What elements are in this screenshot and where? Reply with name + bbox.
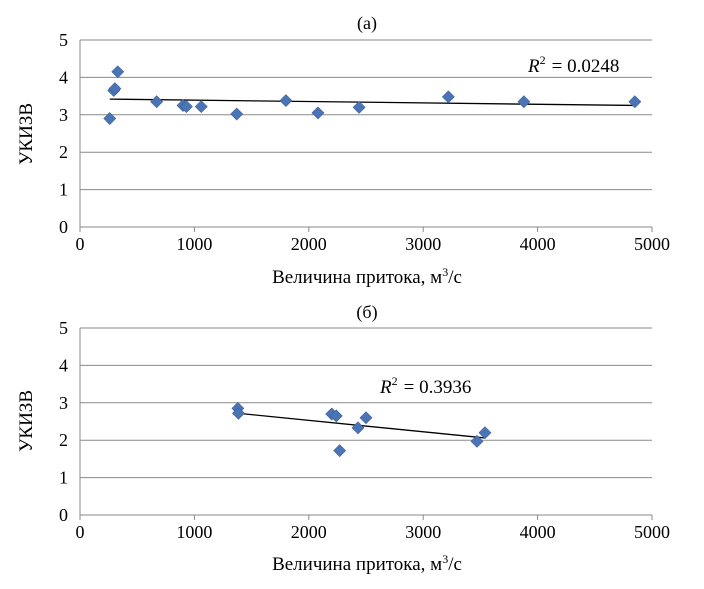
panel-a-x-axis-label: Величина притока, м3/с [272, 265, 462, 288]
panel-a-data-point [352, 100, 366, 114]
panel-b-y-tick-label: 1 [59, 468, 68, 488]
panel-a-data-point [108, 82, 122, 96]
panel-a-x-tick-label: 0 [76, 234, 85, 254]
panel-b-x-tick-label: 2000 [291, 522, 327, 542]
panel-b-data-point [470, 434, 484, 448]
panel-b-data-points [231, 401, 492, 458]
panel-b-x-tick-label: 5000 [634, 522, 670, 542]
panel-a-gridlines [79, 39, 653, 232]
panel-b-data-point [333, 444, 347, 458]
panel-b-gridlines [79, 327, 653, 520]
panel-a-data-point [103, 112, 117, 125]
panel-b-title: (б) [356, 302, 377, 323]
panel-a-y-axis-label: УКИЗВ [16, 103, 37, 165]
panel-a-data-point [230, 107, 244, 121]
panel-a-data-point [441, 90, 455, 104]
panel-a-data-point [111, 65, 125, 79]
panel-b-y-tick-labels: 0 1 2 3 4 5 [59, 318, 68, 525]
panel-b-x-tick-label: 1000 [176, 522, 212, 542]
panel-a-x-tick-label: 1000 [176, 234, 212, 254]
panel-b-data-point [359, 411, 373, 425]
panel-a-trendline [109, 98, 635, 107]
panel-a-data-point [150, 95, 164, 109]
panel-a-x-tick-label: 5000 [634, 234, 670, 254]
panel-a-title: (а) [357, 13, 377, 34]
panel-a-y-tick-label: 3 [59, 105, 68, 125]
panel-b-y-tick-label: 3 [59, 393, 68, 413]
panel-a-r2-annotation: R2 = 0.0248 [527, 53, 619, 77]
panel-b-y-tick-label: 2 [59, 430, 68, 450]
panel-a-data-point [179, 100, 193, 113]
panel-b-r2-annotation: R2 = 0.3936 [379, 374, 471, 398]
panel-b-data-point [351, 421, 365, 435]
panel-b: (б) 0 1 2 3 4 5 0 1000 2000 3000 4000 5000 УКИЗВ В… [16, 302, 670, 575]
panel-a-y-tick-label: 0 [59, 217, 68, 237]
panel-a-data-point [517, 95, 531, 109]
panel-b-y-axis-label: УКИЗВ [16, 390, 37, 452]
panel-a-x-tick-label: 3000 [405, 234, 441, 254]
panel-a-y-tick-labels: 0 1 2 3 4 5 [59, 30, 68, 237]
panel-b-data-point [329, 409, 343, 423]
panel-a-x-tick-labels: 0 1000 2000 3000 4000 5000 [76, 234, 671, 254]
panel-b-x-tick-label: 0 [76, 522, 85, 542]
panel-b-data-point [478, 426, 492, 440]
panel-b-x-tick-label: 3000 [405, 522, 441, 542]
panel-a-data-point [194, 100, 208, 113]
panel-a-data-point [628, 95, 642, 109]
panel-b-x-axis-label: Величина притока, м3/с [272, 552, 462, 575]
panel-b-y-tick-label: 4 [59, 355, 68, 375]
panel-a: (а) 0 1 2 3 4 5 0 1000 2000 3000 4000 5000 УКИЗВ В… [16, 13, 670, 288]
panel-a-y-tick-label: 4 [59, 67, 68, 87]
panel-a-data-point [311, 106, 325, 120]
panel-a-y-tick-label: 1 [59, 180, 68, 200]
panel-b-y-tick-label: 0 [59, 505, 68, 525]
panel-a-data-point [279, 94, 293, 108]
panel-b-x-tick-labels: 0 1000 2000 3000 4000 5000 [76, 522, 671, 542]
panel-a-y-tick-label: 5 [59, 30, 68, 50]
panel-b-y-tick-label: 5 [59, 318, 68, 338]
panel-a-x-tick-label: 2000 [291, 234, 327, 254]
panel-b-x-tick-label: 4000 [520, 522, 556, 542]
panel-a-data-points [103, 65, 642, 125]
panel-a-x-tick-label: 4000 [520, 234, 556, 254]
panel-b-data-point [232, 406, 245, 420]
panel-a-y-tick-label: 2 [59, 142, 68, 162]
